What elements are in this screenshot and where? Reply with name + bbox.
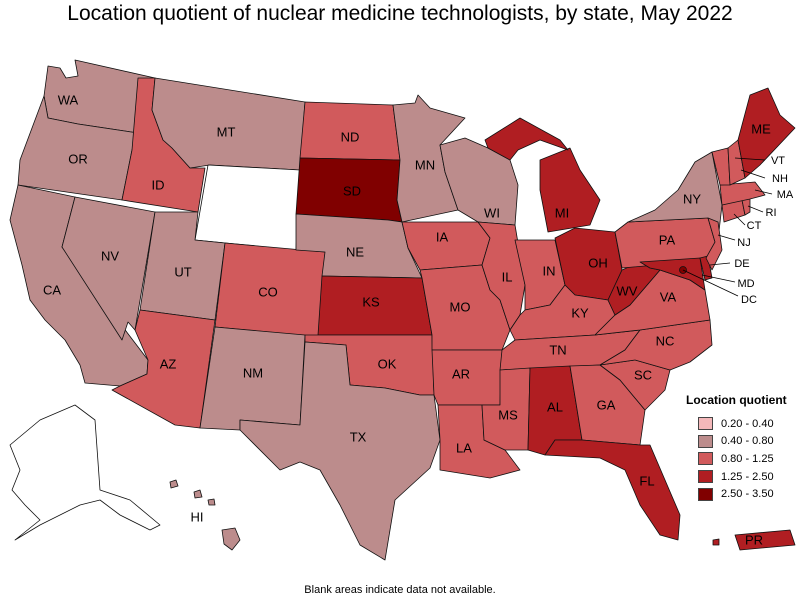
state-label-ut: UT xyxy=(174,264,191,279)
legend-swatch xyxy=(698,434,713,448)
state-hi[interactable] xyxy=(169,479,241,551)
state-label-tx: TX xyxy=(350,429,367,444)
state-label-ri: RI xyxy=(766,207,777,219)
state-label-mn: MN xyxy=(415,157,435,172)
legend-item: 0.40 - 0.80 xyxy=(686,433,798,451)
state-label-sc: SC xyxy=(634,367,652,382)
state-nj[interactable] xyxy=(705,217,723,271)
state-label-me: ME xyxy=(751,121,771,136)
state-label-wv: WV xyxy=(617,283,638,298)
state-label-al: AL xyxy=(547,399,563,414)
state-label-ar: AR xyxy=(452,366,470,381)
legend: Location quotient 0.20 - 0.40 0.40 - 0.8… xyxy=(686,393,798,503)
state-nc[interactable] xyxy=(599,319,713,371)
map-title: Location quotient of nuclear medicine te… xyxy=(67,2,733,25)
legend-item: 0.80 - 1.25 xyxy=(686,450,798,468)
state-label-in: IN xyxy=(543,263,556,278)
state-label-sd: SD xyxy=(343,183,361,198)
state-label-va: VA xyxy=(660,289,677,304)
state-label-dc: DC xyxy=(741,294,757,306)
state-label-mi: MI xyxy=(555,205,569,220)
state-label-nh: NH xyxy=(772,173,788,185)
legend-label: 0.40 - 0.80 xyxy=(721,435,774,448)
state-label-wa: WA xyxy=(58,92,79,107)
state-mi[interactable] xyxy=(484,117,601,233)
legend-label: 2.50 - 3.50 xyxy=(721,488,774,501)
state-label-nm: NM xyxy=(243,365,263,380)
state-me[interactable] xyxy=(737,87,796,179)
leader-lines xyxy=(682,157,773,297)
state-label-pr: PR xyxy=(745,532,763,547)
state-label-ct: CT xyxy=(747,220,762,232)
legend-item: 0.20 - 0.40 xyxy=(686,415,798,433)
state-label-hi: HI xyxy=(191,509,204,524)
state-label-oh: OH xyxy=(588,255,608,270)
state-label-vt: VT xyxy=(771,155,785,167)
state-label-or: OR xyxy=(68,151,88,166)
state-label-ga: GA xyxy=(597,397,616,412)
state-pr[interactable] xyxy=(734,529,796,551)
state-label-fl: FL xyxy=(639,473,654,488)
state-label-pa: PA xyxy=(659,232,676,247)
state-label-id: ID xyxy=(152,177,165,192)
state-label-ms: MS xyxy=(498,407,518,422)
state-ak[interactable] xyxy=(9,404,161,541)
legend-item: 2.50 - 3.50 xyxy=(686,485,798,503)
state-wi[interactable] xyxy=(439,137,519,226)
state-label-ne: NE xyxy=(346,244,364,259)
legend-title: Location quotient xyxy=(686,393,787,407)
state-label-nd: ND xyxy=(341,129,360,144)
state-label-wi: WI xyxy=(484,205,500,220)
state-wy[interactable] xyxy=(194,164,301,251)
state-label-il: IL xyxy=(502,269,513,284)
legend-swatch xyxy=(698,417,713,431)
state-label-ia: IA xyxy=(436,229,449,244)
state-label-ok: OK xyxy=(378,356,397,371)
state-tx[interactable] xyxy=(239,341,441,561)
state-labels: WA OR CA NV ID MT UT AZ CO NM ND SD NE KS OK TX MN IA MO AR… xyxy=(43,92,794,547)
state-label-ma: MA xyxy=(777,189,794,201)
state-label-md: MD xyxy=(737,278,754,290)
legend-swatch xyxy=(698,487,713,501)
state-label-az: AZ xyxy=(160,356,177,371)
legend-label: 0.80 - 1.25 xyxy=(721,452,774,465)
state-label-ks: KS xyxy=(362,294,380,309)
state-label-la: LA xyxy=(456,440,472,455)
state-label-ca: CA xyxy=(43,282,61,297)
legend-item: 1.25 - 2.50 xyxy=(686,468,798,486)
legend-swatch xyxy=(698,470,713,484)
footnote: Blank areas indicate data not available. xyxy=(304,584,496,596)
state-label-mo: MO xyxy=(450,299,471,314)
state-label-nc: NC xyxy=(656,333,675,348)
legend-swatch xyxy=(698,452,713,466)
legend-label: 0.20 - 0.40 xyxy=(721,417,774,430)
state-ma[interactable] xyxy=(719,181,766,206)
legend-label: 1.25 - 2.50 xyxy=(721,470,774,483)
state-label-co: CO xyxy=(258,284,278,299)
state-label-mt: MT xyxy=(217,124,236,139)
state-label-nj: NJ xyxy=(737,237,750,249)
state-label-ky: KY xyxy=(571,305,589,320)
state-label-tn: TN xyxy=(549,342,566,357)
pr-island-small xyxy=(712,538,720,546)
state-label-ny: NY xyxy=(683,191,701,206)
state-label-de: DE xyxy=(734,258,749,270)
state-az[interactable] xyxy=(111,309,216,429)
state-label-nv: NV xyxy=(101,248,119,263)
state-fl[interactable] xyxy=(544,439,681,541)
